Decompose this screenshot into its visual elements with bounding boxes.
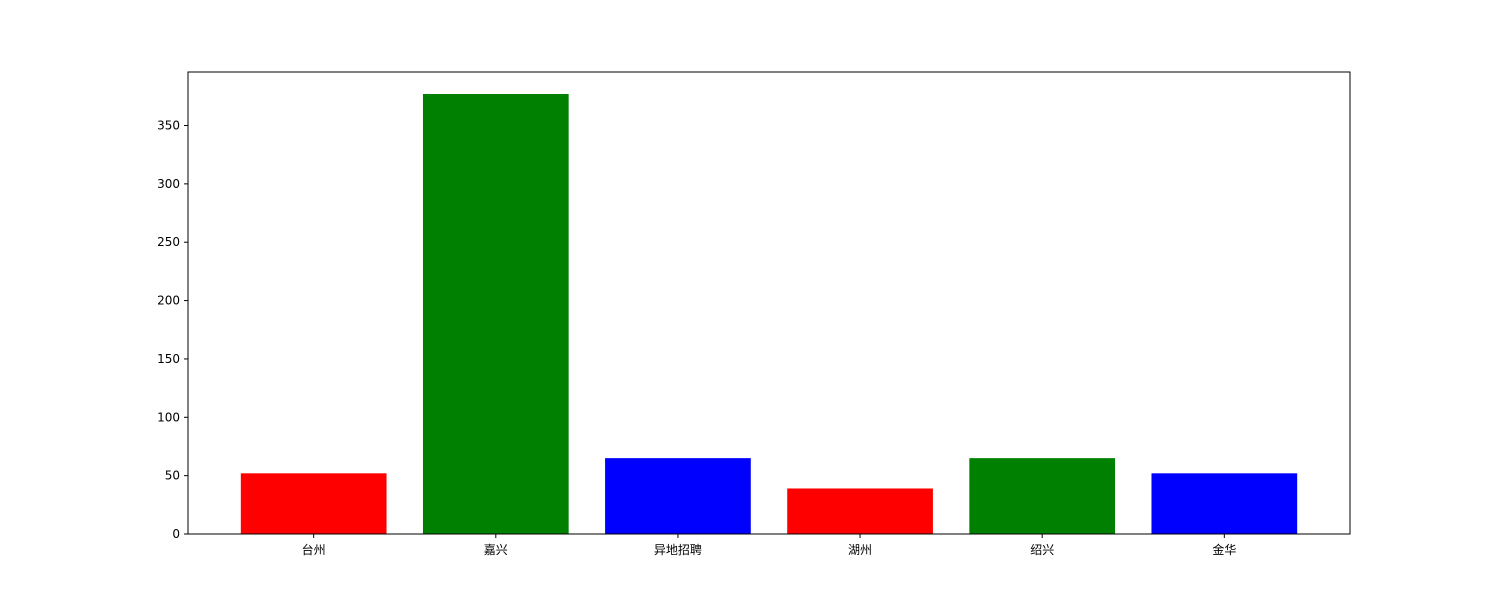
- bar-2: [605, 458, 751, 534]
- x-tick-label: 绍兴: [1030, 543, 1054, 557]
- x-tick-label: 异地招聘: [654, 543, 702, 557]
- y-tick-label: 50: [165, 469, 180, 483]
- y-tick-label: 300: [157, 177, 180, 191]
- plot-frame: [187, 71, 1351, 535]
- x-tick-label: 金华: [1212, 542, 1236, 557]
- bar-3: [787, 488, 933, 534]
- bar-4: [969, 458, 1116, 534]
- bar-1: [422, 94, 569, 534]
- bar-0: [240, 473, 387, 534]
- y-tick-label: 350: [157, 119, 180, 133]
- bar-5: [1151, 473, 1298, 534]
- y-tick-label: 150: [157, 352, 180, 366]
- x-tick-label: 台州: [302, 542, 326, 557]
- x-axis: 台州 嘉兴 异地招聘 湖州 绍兴 金华: [302, 534, 1236, 557]
- bars-group: [240, 94, 1298, 534]
- x-tick-label: 湖州: [848, 542, 872, 557]
- x-tick-label: 嘉兴: [484, 543, 508, 557]
- y-axis: 0 50 100 150 200 250 300 350: [157, 119, 188, 541]
- y-tick-label: 250: [157, 235, 180, 249]
- y-tick-label: 200: [157, 294, 180, 308]
- y-tick-label: 0: [172, 527, 180, 541]
- y-tick-label: 100: [157, 410, 180, 424]
